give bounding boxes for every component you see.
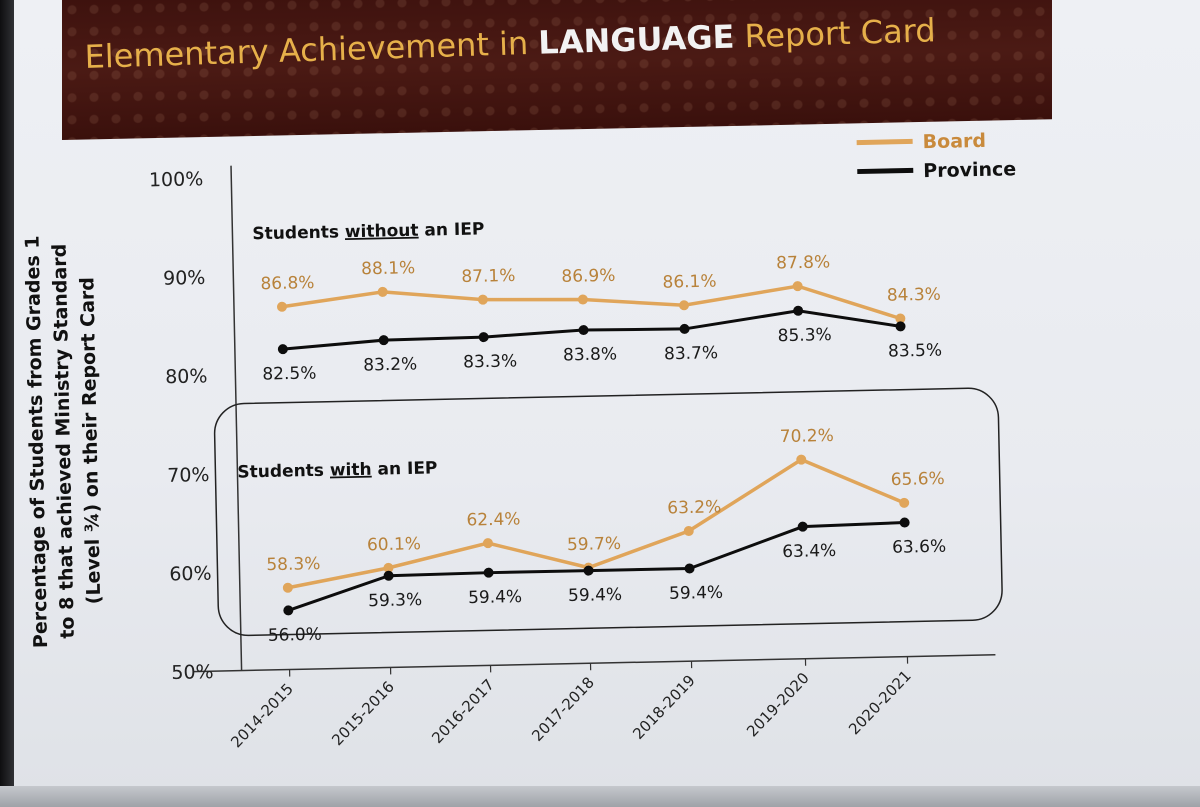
data-point bbox=[683, 526, 694, 537]
data-point bbox=[483, 567, 494, 578]
group-label: Students with an IEP bbox=[237, 458, 437, 482]
x-tick-label: 2016-2017 bbox=[428, 676, 498, 747]
data-label: 59.7% bbox=[567, 534, 621, 555]
data-label: 83.5% bbox=[888, 341, 942, 362]
y-tick-label: 60% bbox=[169, 563, 212, 586]
x-tick-label: 2018-2019 bbox=[629, 671, 699, 742]
data-point bbox=[679, 300, 690, 311]
data-label: 88.1% bbox=[361, 258, 415, 279]
data-label: 59.4% bbox=[468, 587, 522, 608]
data-label: 63.6% bbox=[892, 537, 946, 558]
data-label: 87.1% bbox=[461, 266, 515, 287]
data-point bbox=[377, 286, 388, 297]
data-label: 85.3% bbox=[777, 325, 831, 346]
data-label: 56.0% bbox=[268, 625, 322, 646]
y-tick-label: 100% bbox=[149, 168, 204, 191]
data-label: 82.5% bbox=[262, 363, 316, 384]
data-point bbox=[482, 538, 493, 549]
y-tick-label: 70% bbox=[167, 464, 210, 487]
data-label: 87.8% bbox=[776, 252, 830, 273]
data-label: 84.3% bbox=[887, 285, 941, 306]
data-label: 83.8% bbox=[563, 344, 617, 365]
data-label: 59.3% bbox=[368, 590, 422, 611]
data-point bbox=[792, 281, 803, 292]
data-label: 63.4% bbox=[782, 541, 836, 562]
data-point bbox=[383, 570, 394, 581]
data-label: 86.8% bbox=[260, 273, 314, 294]
y-axis-title-line: to 8 that achieved Ministry Standard bbox=[49, 244, 79, 639]
x-axis bbox=[193, 654, 996, 673]
data-point bbox=[276, 301, 287, 312]
data-point bbox=[895, 313, 906, 324]
data-label: 65.6% bbox=[891, 469, 945, 490]
data-label: 83.3% bbox=[463, 351, 517, 372]
data-label: 70.2% bbox=[780, 426, 834, 447]
legend-label: Board bbox=[922, 130, 986, 153]
data-point bbox=[478, 332, 489, 343]
legend-swatch bbox=[857, 167, 914, 175]
data-point bbox=[899, 517, 910, 528]
iep-group-box bbox=[213, 387, 1003, 637]
group-label: Students without an IEP bbox=[252, 219, 484, 244]
legend-label: Province bbox=[923, 158, 1016, 182]
y-tick-label: 80% bbox=[165, 365, 208, 388]
data-point bbox=[577, 294, 588, 305]
data-point bbox=[899, 497, 910, 508]
x-tick-label: 2015-2016 bbox=[328, 678, 398, 749]
screen-bottom-edge bbox=[0, 786, 1200, 807]
data-label: 86.9% bbox=[561, 266, 615, 287]
data-point bbox=[283, 605, 294, 616]
series-line bbox=[281, 284, 901, 321]
x-tick-label: 2017-2018 bbox=[528, 673, 598, 744]
data-point bbox=[796, 454, 807, 465]
data-point bbox=[378, 335, 389, 346]
data-label: 62.4% bbox=[466, 509, 520, 530]
data-point bbox=[583, 565, 594, 576]
legend-swatch bbox=[856, 138, 913, 146]
data-point bbox=[684, 563, 695, 574]
data-label: 59.4% bbox=[568, 585, 622, 606]
chart-layer: 50% 60% 70% 80% 90% 100% 2014-2015 2015-2016 201… bbox=[21, 130, 1016, 751]
data-point bbox=[383, 562, 394, 573]
data-label: 83.7% bbox=[664, 343, 718, 364]
data-point bbox=[679, 323, 690, 334]
data-label: 63.2% bbox=[667, 497, 721, 518]
screen-edge bbox=[0, 0, 18, 807]
data-point bbox=[477, 294, 488, 305]
x-tick-label: 2014-2015 bbox=[227, 680, 297, 751]
data-label: 83.2% bbox=[363, 354, 417, 375]
data-label: 59.4% bbox=[669, 583, 723, 604]
data-label: 58.3% bbox=[266, 554, 320, 575]
x-tick-label: 2020-2021 bbox=[845, 667, 915, 738]
y-axis-title-line: (Level ¾) on their Report Card bbox=[76, 277, 105, 605]
data-point bbox=[277, 344, 288, 355]
y-tick-label: 50% bbox=[171, 661, 214, 684]
y-tick-label: 90% bbox=[163, 267, 206, 290]
data-label: 60.1% bbox=[367, 534, 421, 555]
data-label: 86.1% bbox=[662, 272, 716, 293]
data-point bbox=[895, 321, 906, 332]
data-point bbox=[793, 305, 804, 316]
data-point bbox=[282, 582, 293, 593]
data-point bbox=[578, 325, 589, 336]
y-axis-title-line: Percentage of Students from Grades 1 bbox=[21, 235, 52, 648]
x-tick-label: 2019-2020 bbox=[743, 669, 813, 740]
data-point bbox=[797, 521, 808, 532]
y-axis bbox=[230, 165, 243, 671]
